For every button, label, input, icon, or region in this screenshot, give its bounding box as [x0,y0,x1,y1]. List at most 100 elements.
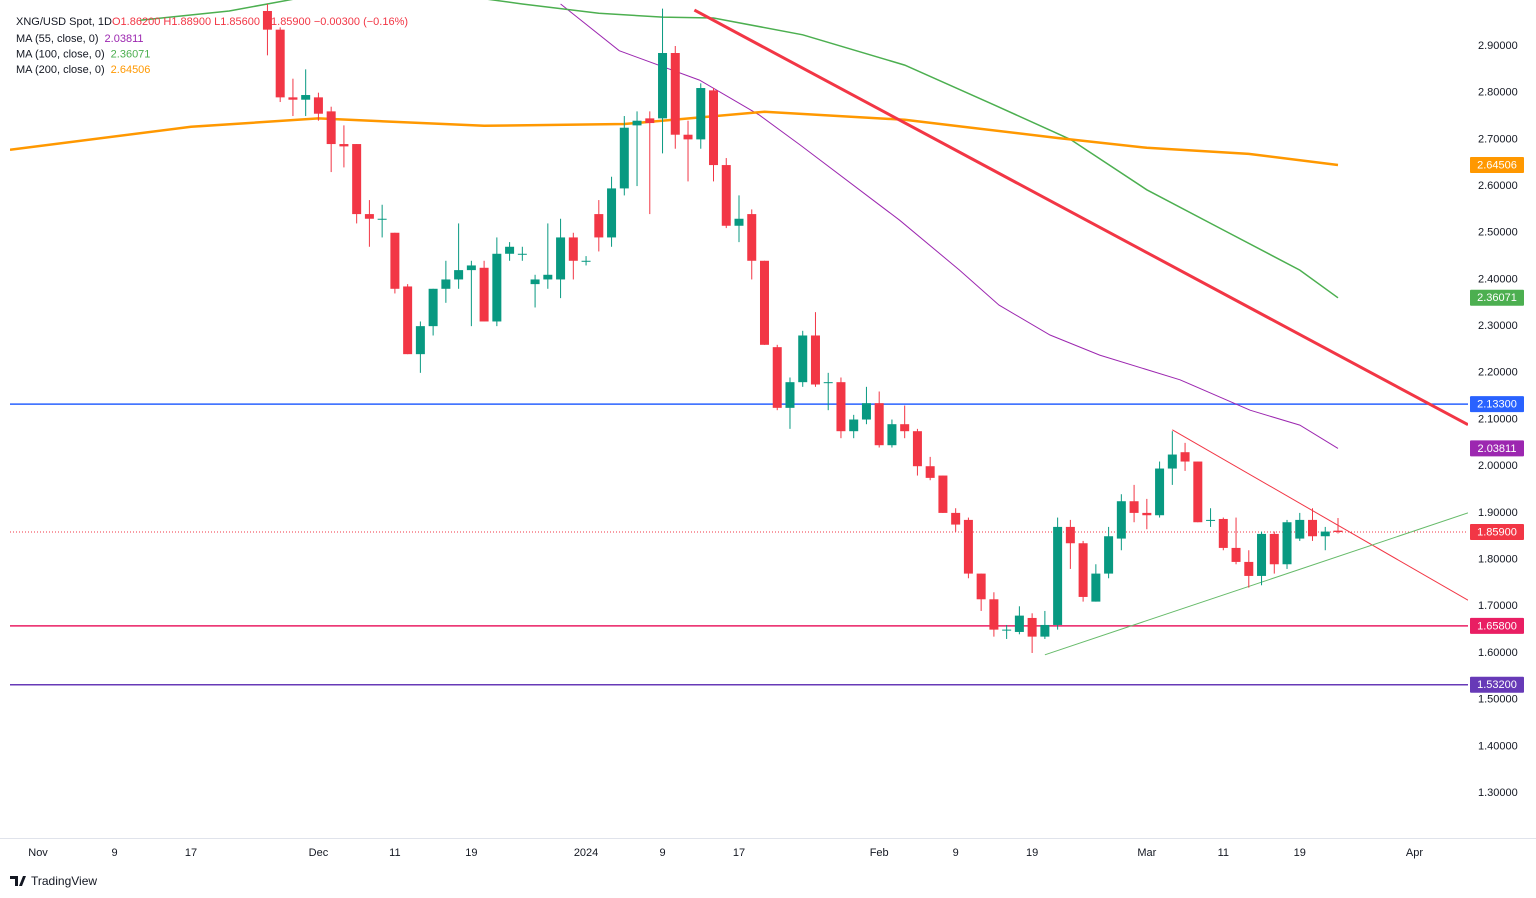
candle-body [645,118,655,124]
x-tick-label: 17 [733,847,745,859]
candle-body [607,188,617,238]
trendline [1172,429,1468,601]
candle-body [492,253,502,322]
candle-body [963,519,973,574]
brand: TradingView [10,874,97,888]
price-label-box [1470,157,1524,174]
moving-average-line [560,3,1339,449]
y-tick-label: 1.60000 [1478,647,1518,659]
candle-body [823,382,833,384]
y-tick-label: 2.50000 [1478,227,1518,239]
candle-body [938,475,948,513]
candle-body [619,127,629,189]
candle-body [1231,547,1241,562]
candle-body [785,382,795,408]
candle-body [721,165,731,226]
price-label-box [1470,289,1524,306]
candle-body [403,286,413,355]
candle-body [1129,501,1139,513]
candle-body [1065,526,1075,544]
candle-body [377,218,387,220]
candle-body [849,419,859,432]
trendline [1044,512,1468,656]
candle-body [313,97,323,114]
candle-body [326,111,336,145]
candle-body [887,424,897,446]
candle-body [734,218,744,226]
candle-body [900,424,910,432]
candle-body [556,237,566,280]
candle-body [709,90,719,166]
candle-body [581,260,591,262]
candle-body [989,599,999,630]
candle-body [861,403,871,420]
candle-body [1320,531,1330,537]
candle-body [1014,615,1024,632]
x-tick-label: 11 [389,847,400,859]
x-tick-label: Feb [870,847,889,859]
candle-body [912,431,922,467]
y-tick-label: 2.60000 [1478,180,1518,192]
legend-value: 2.64506 [111,64,151,76]
trendline [693,8,1468,427]
candle-body [441,279,451,289]
price-label: 2.64506 [1477,159,1517,171]
candle-body [632,120,642,126]
y-tick-label: 1.90000 [1478,507,1518,519]
legend-value: 2.36071 [111,48,151,60]
price-label-box [1470,524,1524,541]
candle-body [976,573,986,600]
y-tick-label: 2.10000 [1478,413,1518,425]
candle-body [696,88,706,140]
x-tick-label: 9 [111,847,117,859]
legend-entry: MA (200, close, 0) [16,64,105,76]
x-tick-label: 9 [659,847,665,859]
candle-body [1295,519,1305,539]
legend-entry: MA (100, close, 0) [16,48,105,60]
symbol-title: XNG/USD Spot, 1D [16,16,112,28]
legend-entry: MA (55, close, 0) [16,33,99,45]
price-label: 2.36071 [1477,292,1517,304]
candle-body [568,237,578,261]
plot-area [10,0,1468,686]
axes: 1.30000 1.40000 1.50000 1.60000 1.70000 1.800… [28,40,1524,859]
candle-body [288,97,298,100]
candle-body [1116,501,1126,539]
brand-name: TradingView [31,874,97,888]
candle-body [479,267,489,322]
candle-body [1180,452,1190,462]
candle-body [1167,454,1177,469]
candle-body [415,326,425,355]
candle-body [798,335,808,383]
y-tick-label: 1.40000 [1478,740,1518,752]
candle-body [301,95,311,100]
price-label: 1.65800 [1477,620,1517,632]
y-tick-label: 2.70000 [1478,133,1518,145]
y-tick-label: 1.30000 [1478,787,1518,799]
candle-body [1333,530,1343,533]
candle-body [1257,533,1267,576]
candle-body [352,144,362,215]
candle-body [874,403,884,446]
candle-body [339,144,349,147]
candle-body [1155,468,1165,516]
price-label: 2.13300 [1477,399,1517,411]
candle-body [543,274,553,280]
candle-body [759,260,769,345]
x-tick-label: 19 [1294,847,1306,859]
candle-body [951,512,961,525]
candle-body [1308,519,1318,537]
candle-body [1244,561,1254,576]
price-label-box [1470,396,1524,413]
legend-value: 2.03811 [105,33,144,45]
x-tick-label: 17 [185,847,197,859]
y-tick-label: 1.50000 [1478,694,1518,706]
candle-body [1282,522,1292,565]
x-tick-label: 19 [465,847,477,859]
candle-body [1269,533,1279,565]
candle-body [517,253,527,255]
candle-body [364,214,374,219]
